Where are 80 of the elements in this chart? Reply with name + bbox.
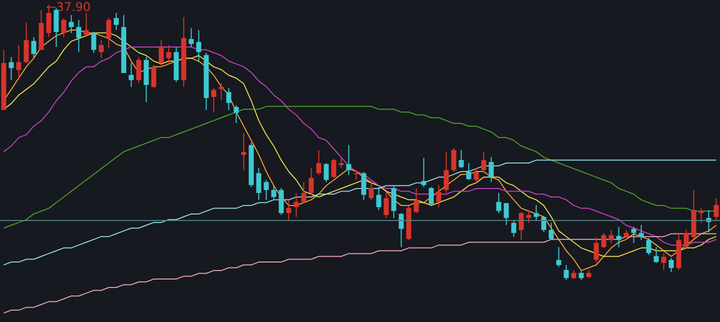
candlestick bbox=[496, 192, 502, 214]
candlestick bbox=[714, 198, 719, 220]
candlestick bbox=[661, 252, 666, 270]
candlestick bbox=[264, 179, 269, 201]
candlestick bbox=[128, 62, 134, 88]
candlestick bbox=[346, 144, 352, 176]
candlestick bbox=[534, 204, 539, 220]
candlestick bbox=[294, 192, 299, 218]
candlestick bbox=[24, 22, 29, 64]
candlestick bbox=[481, 151, 486, 174]
candlestick bbox=[638, 224, 644, 241]
candlestick bbox=[668, 257, 674, 273]
candlestick bbox=[541, 216, 546, 233]
candlestick bbox=[384, 191, 389, 218]
candlestick bbox=[488, 156, 494, 183]
candlestick bbox=[594, 236, 599, 264]
candlestick bbox=[631, 226, 636, 244]
candlestick bbox=[256, 167, 262, 201]
candlestick bbox=[338, 157, 344, 168]
candlestick bbox=[136, 56, 142, 84]
candlestick bbox=[301, 182, 306, 204]
candlestick bbox=[286, 200, 292, 220]
candlestick bbox=[196, 30, 202, 63]
candlestick bbox=[151, 64, 156, 88]
candlestick bbox=[601, 232, 606, 248]
candlestick bbox=[354, 170, 359, 180]
candlestick bbox=[444, 151, 449, 194]
annotation: ←37.90 bbox=[46, 0, 91, 14]
candlestick bbox=[158, 40, 164, 68]
candlestick bbox=[504, 202, 509, 226]
candlestick bbox=[166, 44, 172, 64]
candlestick bbox=[556, 246, 562, 268]
candlestick bbox=[234, 104, 239, 124]
candlestick bbox=[271, 184, 276, 201]
candlestick bbox=[518, 212, 524, 241]
candlestick bbox=[391, 184, 396, 218]
candlestick bbox=[451, 148, 456, 173]
candlestick bbox=[698, 207, 704, 224]
candlestick bbox=[616, 226, 622, 248]
candlestick bbox=[98, 40, 104, 59]
candlestick bbox=[114, 12, 119, 31]
candlestick bbox=[608, 229, 614, 244]
candlestick bbox=[316, 149, 322, 176]
candlestick bbox=[436, 184, 442, 208]
candlestick bbox=[308, 167, 314, 196]
candlestick bbox=[91, 31, 96, 54]
candlestick bbox=[188, 28, 194, 48]
candlestick bbox=[511, 219, 516, 238]
candlestick bbox=[211, 87, 216, 112]
candlestick bbox=[646, 238, 652, 256]
candlestick bbox=[466, 162, 472, 180]
candlestick bbox=[106, 18, 112, 48]
candlestick bbox=[361, 172, 366, 201]
candlestick bbox=[241, 132, 246, 171]
candlestick bbox=[458, 149, 464, 168]
candlestick bbox=[414, 188, 419, 214]
candlestick bbox=[84, 12, 89, 37]
candlestick bbox=[564, 264, 569, 280]
candlestick bbox=[226, 87, 232, 110]
candlestick bbox=[61, 18, 66, 38]
candlestick bbox=[278, 188, 284, 216]
candlestick bbox=[421, 157, 426, 188]
candlestick bbox=[16, 44, 22, 81]
candlestick bbox=[8, 56, 14, 81]
candlestick bbox=[68, 14, 74, 34]
candlestick bbox=[684, 229, 689, 248]
candlestick bbox=[548, 222, 554, 241]
candlestick bbox=[376, 186, 382, 211]
candlestick bbox=[331, 158, 336, 178]
candlestick bbox=[398, 212, 404, 248]
candlestick bbox=[324, 162, 329, 183]
candlestick bbox=[474, 167, 479, 184]
candlestick bbox=[526, 210, 532, 224]
candlestick bbox=[654, 246, 659, 264]
candlestick bbox=[624, 229, 629, 241]
candlestick bbox=[76, 19, 82, 53]
candlestick bbox=[428, 186, 434, 206]
candlestick bbox=[368, 179, 374, 201]
candlestick bbox=[31, 36, 36, 59]
candlestick bbox=[218, 82, 224, 100]
